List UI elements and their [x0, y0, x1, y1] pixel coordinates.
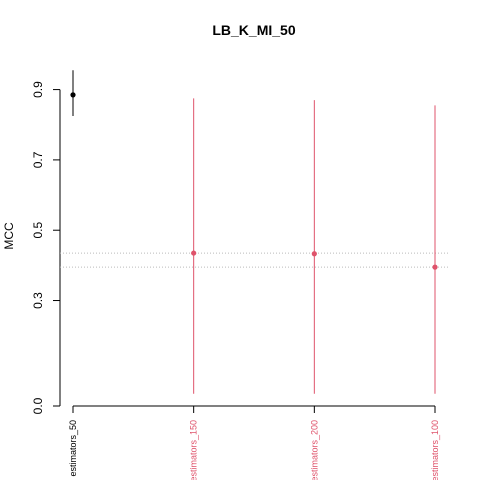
data-point	[191, 250, 197, 256]
y-axis-label: MCC	[2, 222, 16, 250]
x-tick-label: estimators_50	[68, 420, 78, 477]
y-tick-label: 0.7	[31, 151, 45, 168]
y-tick-label: 0.9	[31, 81, 45, 98]
y-tick-label: 0.3	[31, 292, 45, 309]
data-point	[432, 264, 438, 270]
series-points	[70, 70, 438, 394]
x-tick-label: estimators_200	[309, 420, 319, 480]
data-point	[311, 251, 317, 257]
reference-lines	[60, 252, 450, 268]
chart-title: LB_K_MI_50	[212, 22, 295, 38]
y-axis: 0.0 0.3 0.5 0.7 0.9	[31, 81, 61, 414]
x-tick-label: estimators_100	[430, 420, 440, 480]
y-tick-label: 0.0	[31, 397, 45, 414]
x-axis: estimators_50 estimators_150 estimators_20…	[68, 405, 440, 480]
data-point	[70, 92, 76, 98]
y-tick-label: 0.5	[31, 222, 45, 239]
x-tick-label: estimators_150	[189, 420, 199, 480]
